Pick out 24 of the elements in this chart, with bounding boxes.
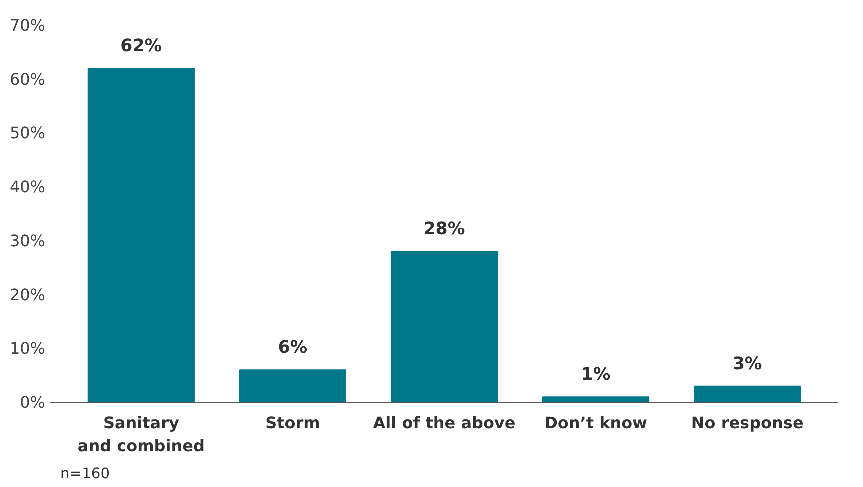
- x-tick-label: No response: [691, 414, 804, 432]
- x-tick-label: Storm: [266, 414, 320, 432]
- data-label: 1%: [581, 365, 611, 386]
- data-label: 28%: [424, 220, 466, 240]
- y-tick-label: 50%: [10, 124, 46, 143]
- bar: [542, 396, 650, 402]
- y-tick-label: 20%: [10, 285, 46, 304]
- y-tick-label: 70%: [10, 16, 46, 35]
- data-label: 62%: [120, 36, 162, 57]
- bar: [390, 251, 498, 402]
- x-tick-label: Don’t know: [544, 414, 648, 432]
- y-tick-label: 60%: [10, 70, 46, 89]
- x-tick-label: Sanitary and combined: [78, 414, 205, 456]
- bar: [239, 370, 346, 402]
- y-tick-label: 40%: [10, 178, 46, 197]
- data-label: 6%: [278, 338, 308, 358]
- bar: [694, 386, 802, 402]
- text: n=160: [60, 466, 110, 482]
- y-tick-label: 30%: [10, 231, 46, 250]
- y-tick-label: 10%: [10, 339, 46, 358]
- data-label: 3%: [732, 354, 762, 374]
- bar: [88, 68, 195, 402]
- y-tick-label: 0%: [20, 393, 46, 412]
- x-tick-label: All of the above: [373, 414, 516, 432]
